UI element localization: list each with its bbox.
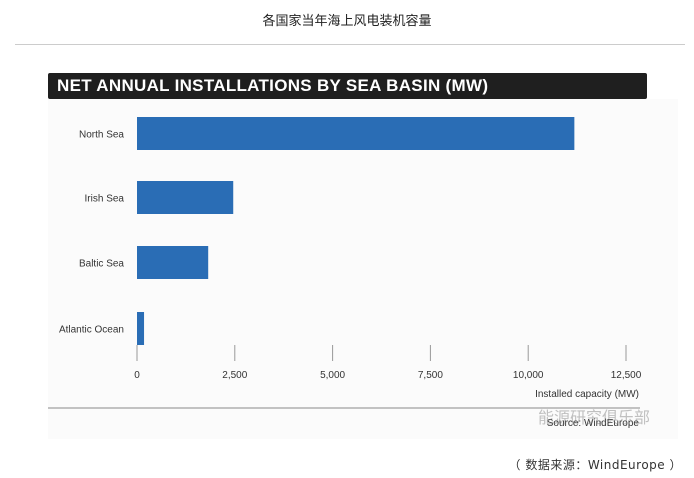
watermark: 能源研究俱乐部 (538, 408, 651, 427)
x-axis-label: Installed capacity (MW) (535, 389, 639, 400)
data-source-note: （ 数据来源：WindEurope ） (508, 458, 682, 472)
category-label: Baltic Sea (79, 259, 124, 270)
bar (137, 312, 145, 345)
x-tick-label: 10,000 (513, 370, 544, 381)
bar (137, 117, 575, 150)
x-tick-label: 2,500 (222, 370, 247, 381)
x-tick-label: 5,000 (320, 370, 345, 381)
chart-title: NET ANNUAL INSTALLATIONS BY SEA BASIN (M… (48, 73, 647, 99)
bar (137, 246, 209, 279)
bar (137, 181, 234, 214)
category-label: North Sea (79, 130, 124, 141)
x-tick-label: 12,500 (611, 370, 642, 381)
category-label: Atlantic Ocean (59, 325, 124, 336)
source-label: Source: WindEurope (547, 418, 640, 429)
x-tick-label: 0 (134, 370, 140, 381)
x-tick-label: 7,500 (418, 370, 443, 381)
category-label: Irish Sea (85, 194, 125, 205)
page-title: 各国家当年海上风电装机容量 (262, 14, 432, 29)
divider (15, 44, 685, 45)
